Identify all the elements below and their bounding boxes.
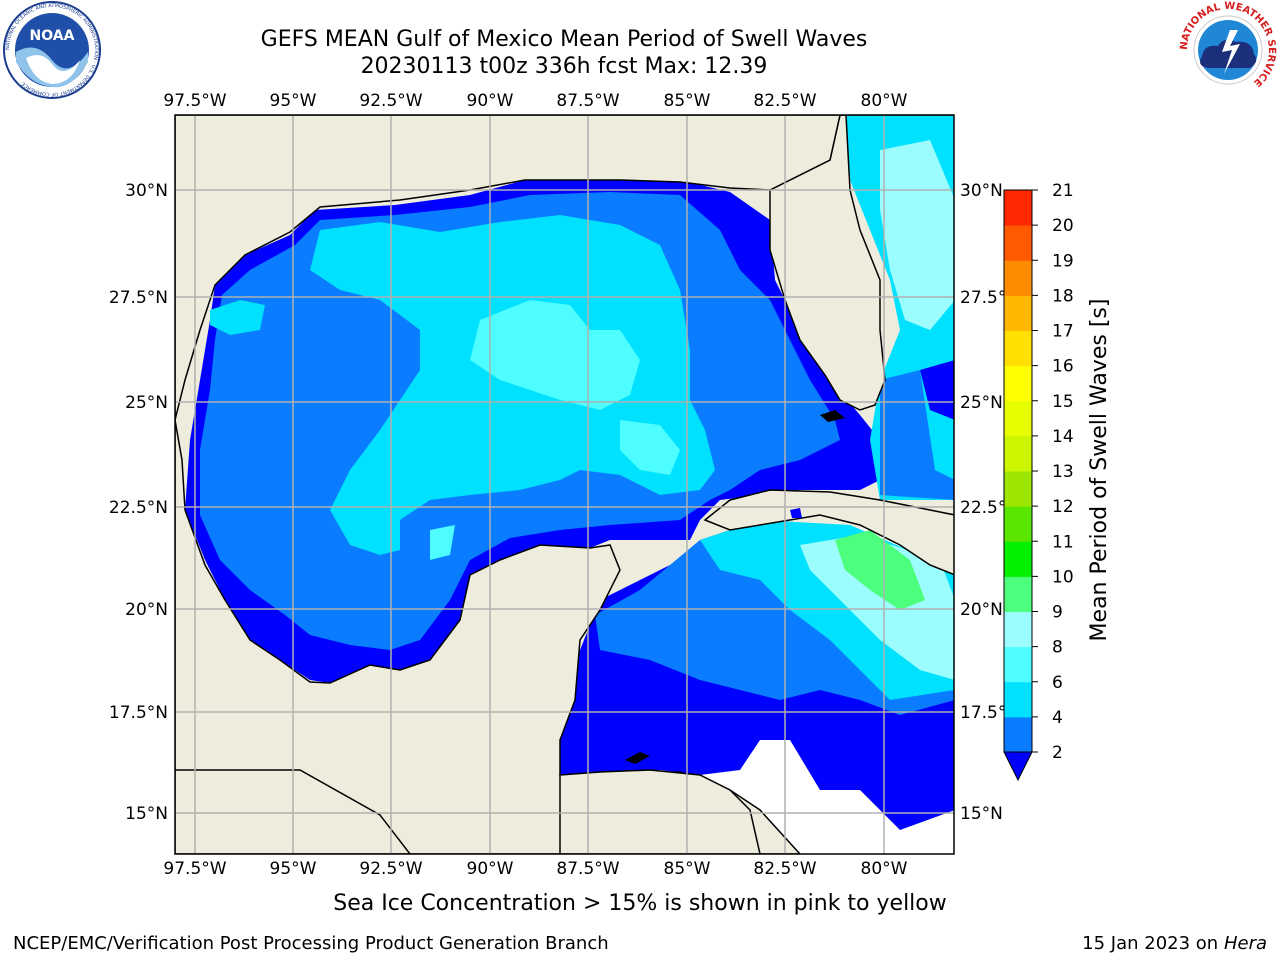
colorbar-segment (1004, 435, 1032, 472)
colorbar-tick-label: 6 (1052, 673, 1063, 693)
colorbar-tick-label: 17 (1052, 322, 1074, 342)
lat-tick-left: 25°N (125, 393, 168, 413)
colorbar-under-triangle (1003, 751, 1033, 782)
lon-tick-top: 95°W (270, 91, 317, 111)
colorbar-tick-label: 10 (1052, 567, 1074, 587)
lat-tick-left: 15°N (125, 804, 168, 824)
lon-tick-bottom: 87.5°W (556, 859, 619, 879)
lat-tick-left: 30°N (125, 181, 168, 201)
lon-tick-top: 97.5°W (163, 91, 226, 111)
lat-tick-right: 25°N (960, 393, 1003, 413)
colorbar-segment (1004, 330, 1032, 367)
lat-tick-right: 20°N (960, 600, 1003, 620)
noaa-logo-icon: NOAA NATIONAL OCEANIC AND ATMOSPHERIC AD… (3, 1, 101, 99)
atlantic-light-layer (880, 140, 954, 330)
gulf-light-cyan-layer (470, 300, 640, 410)
map-gridlines (175, 115, 954, 854)
lon-tick-bottom: 97.5°W (163, 859, 226, 879)
colorbar-tick-label: 21 (1052, 181, 1074, 201)
lon-tick-bottom: 90°W (467, 859, 514, 879)
colorbar-tick-label: 18 (1052, 286, 1074, 306)
colorbar: 2 4 6 8 9 10 11 12 13 14 15 16 17 18 19 20 21 (1003, 181, 1074, 782)
map-frame (174, 114, 955, 855)
colorbar-tick-label: 16 (1052, 357, 1074, 377)
lon-tick-top: 85°W (664, 91, 711, 111)
noaa-logo-text: NOAA (30, 28, 75, 44)
lon-tick-bottom: 92.5°W (359, 859, 422, 879)
colorbar-tick-label: 9 (1052, 603, 1063, 623)
lon-tick-top: 80°W (861, 91, 908, 111)
colorbar-segment (1004, 576, 1032, 612)
caribbean-light-layer (800, 535, 954, 680)
lon-tick-top: 90°W (467, 91, 514, 111)
lat-tick-right: 30°N (960, 181, 1003, 201)
colorbar-tick-label: 13 (1052, 462, 1074, 482)
florida-land (769, 115, 886, 411)
colorbar-segment (1004, 506, 1032, 542)
map-panel (175, 115, 954, 854)
colorbar-tick-label: 11 (1052, 532, 1074, 552)
lon-tick-labels-top: 97.5°W 95°W 92.5°W 90°W 87.5°W 85°W 82.5… (163, 91, 907, 111)
credit-left: NCEP/EMC/Verification Post Processing Pr… (13, 933, 609, 954)
colorbar-segment (1004, 365, 1032, 402)
colorbar-segment (1004, 295, 1032, 331)
us-coast-land (175, 115, 954, 421)
cuba-land (703, 489, 954, 576)
colorbar-tick-label: 20 (1052, 216, 1074, 236)
lat-tick-right: 15°N (960, 804, 1003, 824)
gulf-cyan-west (210, 300, 265, 335)
colorbar-label: Mean Period of Swell Waves [s] (1087, 299, 1112, 642)
caribbean-green-patch (835, 530, 925, 610)
colorbar-tick-label: 8 (1052, 638, 1063, 658)
colorbar-tick-label: 4 (1052, 708, 1063, 728)
colorbar-tick-label: 15 (1052, 392, 1074, 412)
colorbar-segment (1004, 471, 1032, 507)
credit-machine: Hera (1223, 933, 1267, 954)
colorbar-segment (1004, 190, 1032, 226)
lon-tick-bottom: 82.5°W (753, 859, 816, 879)
lat-tick-left: 20°N (125, 600, 168, 620)
colorbar-tick-label: 19 (1052, 251, 1074, 271)
map-title: GEFS MEAN Gulf of Mexico Mean Period of … (260, 27, 868, 52)
lon-tick-top: 87.5°W (556, 91, 619, 111)
colorbar-tick-label: 12 (1052, 497, 1074, 517)
sea-ice-note: Sea Ice Concentration > 15% is shown in … (333, 891, 947, 916)
central-america-land (559, 769, 761, 854)
colorbar-segment (1004, 225, 1032, 261)
colorbar-segment (1004, 400, 1032, 437)
nws-logo-icon: NATIONAL WEATHER SERVICE (1179, 1, 1277, 98)
lon-tick-bottom: 85°W (664, 859, 711, 879)
colorbar-segment (1004, 716, 1032, 753)
lon-tick-bottom: 80°W (861, 859, 908, 879)
colorbar-segment (1004, 681, 1032, 718)
lon-tick-top: 92.5°W (359, 91, 422, 111)
credit-date: 15 Jan 2023 on (1082, 933, 1219, 954)
colorbar-segment (1004, 646, 1032, 683)
colorbar-tick-label: 14 (1052, 427, 1074, 447)
colorbar-tick-label: 2 (1052, 743, 1063, 763)
lat-tick-labels-left: 30°N 27.5°N 25°N 22.5°N 20°N 17.5°N 15°N (109, 181, 168, 824)
lon-tick-top: 82.5°W (753, 91, 816, 111)
colorbar-segment (1004, 260, 1032, 296)
gulf-cyan-layer (310, 215, 715, 555)
lat-tick-left: 27.5°N (109, 288, 168, 308)
colorbar-segment (1004, 611, 1032, 648)
map-subtitle: 20230113 t00z 336h fcst Max: 12.39 (360, 54, 768, 79)
lon-tick-labels-bottom: 97.5°W 95°W 92.5°W 90°W 87.5°W 85°W 82.5… (163, 859, 907, 879)
mexico-land (175, 419, 802, 854)
colorbar-segment (1004, 541, 1032, 577)
lat-tick-left: 17.5°N (109, 703, 168, 723)
lon-tick-bottom: 95°W (270, 859, 317, 879)
lat-tick-left: 22.5°N (109, 498, 168, 518)
credit-right: 15 Jan 2023 on Hera (1082, 933, 1267, 954)
